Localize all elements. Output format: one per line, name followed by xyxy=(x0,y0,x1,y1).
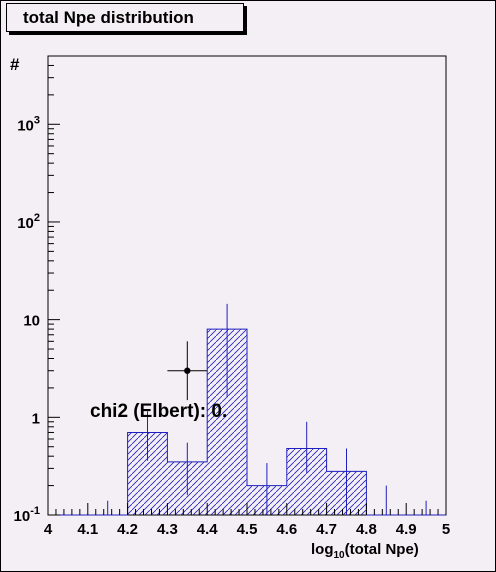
x-tick-label: 4.8 xyxy=(356,521,377,538)
x-tick-label: 4.7 xyxy=(316,521,337,538)
axes: 4 4.1 4.2 4.3 4.4 4.5 4.6 4.7 4.8 4.9 5 10-1 1 10 102 1… xyxy=(14,55,450,538)
x-tick-label: 4.5 xyxy=(237,521,258,538)
x-tick-label: 4.4 xyxy=(197,521,219,538)
chart-title: total Npe distribution xyxy=(23,7,194,27)
histogram-bars xyxy=(48,328,446,516)
y-tick-label: 1 xyxy=(32,410,40,427)
x-axis-label: log10(total Npe) xyxy=(311,541,419,561)
x-tick-label: 4.2 xyxy=(117,521,138,538)
y-tick-label: 103 xyxy=(17,114,40,134)
data-points xyxy=(167,341,208,401)
chart-title-box: total Npe distribution xyxy=(6,3,244,32)
y-axis-label: # xyxy=(10,55,20,74)
x-tick-label: 4.6 xyxy=(276,521,297,538)
x-tick-label: 4.9 xyxy=(396,521,417,538)
x-tick-label: 5 xyxy=(442,521,450,538)
data-point xyxy=(184,367,191,374)
chi2-annotation: chi2 (Elbert): 0. xyxy=(90,401,227,422)
histogram-error-bars xyxy=(107,303,427,515)
histogram-outline xyxy=(48,328,446,516)
y-tick-label: 102 xyxy=(17,212,40,232)
x-tick-label: 4 xyxy=(44,521,53,538)
x-tick-label: 4.3 xyxy=(157,521,178,538)
y-tick-label: 10-1 xyxy=(14,505,40,525)
y-tick-label: 10 xyxy=(23,313,40,330)
x-tick-label: 4.1 xyxy=(77,521,98,538)
